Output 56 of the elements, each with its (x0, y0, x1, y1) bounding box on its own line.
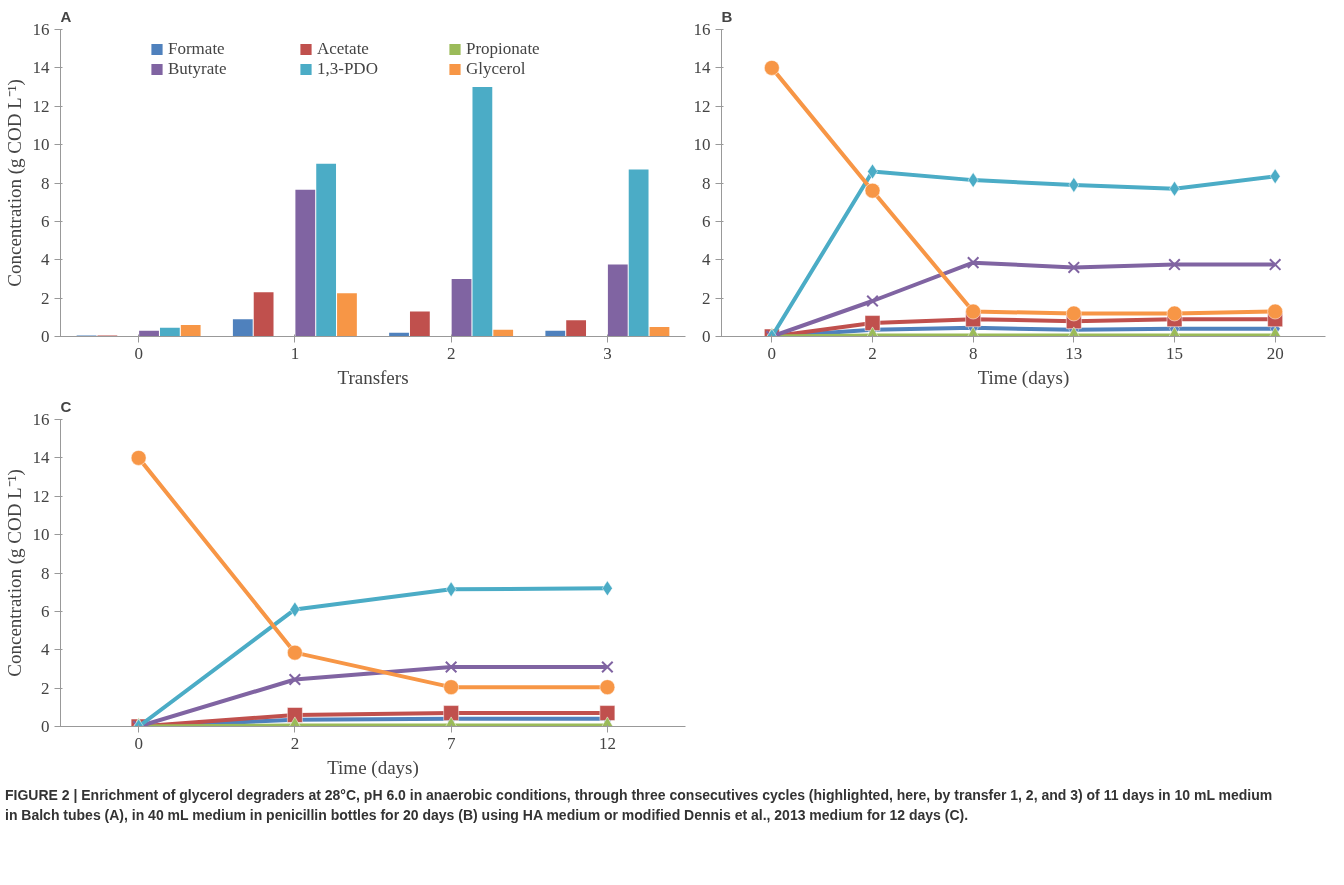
y-tick-label: 16 (32, 20, 50, 39)
x-tick-label: 0 (134, 733, 143, 753)
y-tick-label: 6 (41, 601, 50, 621)
y-tick-label: 14 (32, 58, 50, 78)
y-tick-label: 2 (702, 288, 711, 308)
y-tick-label: 4 (41, 250, 50, 270)
x-axis-title: Time (days) (977, 366, 1070, 389)
y-tick-label: 6 (41, 211, 50, 231)
legend-label: 1,3-PDO (317, 59, 379, 79)
chart-title: A (60, 7, 72, 25)
y-tick-label: 14 (693, 58, 711, 78)
x-tick-label: 2 (868, 343, 877, 363)
legend-label: Glycerol (466, 59, 527, 79)
legend-label: Butyrate (168, 59, 228, 79)
x-axis-title: Transfers (337, 366, 409, 388)
y-tick-label: 10 (32, 525, 50, 545)
y-tick-label: 8 (702, 173, 711, 193)
x-tick-label: 1 (290, 343, 300, 363)
y-tick-label: 12 (32, 96, 50, 116)
y-tick-label: 2 (41, 678, 50, 698)
caption: FIGURE 2 | Enrichment of glycerol degraders at 28°C, pH 6.0 in anaerobic conditions, through three consecutives cycles (highlighted, here, by transfer 1, 2, and 3) of 11 days in 10 mL medium in Balch tubes (A), in 40 mL medium in penicillin bottles for 20 days (B) using HA medium or modified Dennis et al., 2013 medium for 12 days (C). (5, 786, 1274, 825)
y-tick-label: 0 (41, 327, 50, 346)
x-axis-title: Time (days) (327, 756, 419, 779)
y-tick-label: 0 (41, 717, 50, 736)
x-tick-label: 2 (290, 733, 300, 753)
y-tick-label: 4 (702, 250, 711, 270)
x-tick-label: 0 (134, 343, 143, 363)
x-tick-label: 8 (968, 343, 978, 363)
legend-label: Formate (168, 39, 226, 59)
y-tick-label: 10 (693, 135, 711, 155)
legend-label: Acetate (317, 39, 370, 59)
legend-label: Propionate (466, 39, 541, 59)
x-tick-label: 13 (1065, 343, 1083, 363)
y-axis-title: Concentration (g COD L⁻¹) (3, 79, 26, 287)
x-tick-label: 7 (446, 733, 456, 753)
x-tick-label: 2 (446, 343, 456, 363)
chart-title: C (60, 397, 72, 415)
y-tick-label: 0 (702, 327, 711, 346)
x-tick-label: 15 (1166, 343, 1183, 363)
y-tick-label: 16 (32, 410, 50, 429)
x-tick-label: 12 (598, 733, 616, 753)
x-tick-label: 20 (1266, 343, 1284, 363)
y-tick-label: 8 (41, 563, 50, 583)
chart-title: B (721, 7, 733, 25)
y-tick-label: 10 (32, 135, 50, 155)
y-tick-label: 8 (41, 173, 50, 193)
y-axis-title: Concentration (g COD L⁻¹) (3, 469, 26, 677)
y-tick-label: 6 (702, 211, 711, 231)
y-tick-label: 12 (32, 486, 50, 506)
y-tick-label: 14 (32, 448, 50, 468)
y-tick-label: 12 (693, 96, 711, 116)
y-tick-label: 2 (41, 288, 50, 308)
y-tick-label: 16 (693, 20, 711, 39)
x-tick-label: 3 (603, 343, 612, 363)
y-tick-label: 4 (41, 640, 50, 660)
x-tick-label: 0 (767, 343, 777, 363)
